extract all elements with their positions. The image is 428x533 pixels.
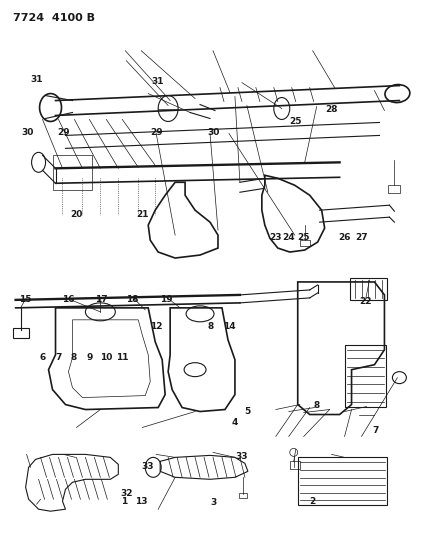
Text: 22: 22 bbox=[359, 296, 372, 305]
Text: 14: 14 bbox=[223, 321, 235, 330]
Bar bbox=[389, 185, 400, 193]
Text: 16: 16 bbox=[62, 295, 74, 304]
Bar bbox=[298, 457, 387, 505]
Text: 3: 3 bbox=[210, 498, 216, 507]
Text: 27: 27 bbox=[355, 233, 368, 242]
Text: 7724  4100 B: 7724 4100 B bbox=[13, 13, 95, 23]
Text: 6: 6 bbox=[39, 353, 46, 362]
Text: 23: 23 bbox=[270, 233, 282, 242]
Text: 32: 32 bbox=[120, 489, 133, 498]
Text: 21: 21 bbox=[136, 210, 149, 219]
Bar bbox=[290, 462, 300, 470]
Bar bbox=[239, 493, 247, 498]
Text: 25: 25 bbox=[297, 233, 310, 242]
Bar bbox=[13, 328, 29, 338]
Text: 8: 8 bbox=[208, 321, 214, 330]
Text: 19: 19 bbox=[160, 295, 172, 304]
Text: 8: 8 bbox=[313, 401, 320, 410]
Text: 20: 20 bbox=[71, 210, 83, 219]
Bar bbox=[300, 240, 310, 246]
Text: 12: 12 bbox=[150, 321, 163, 330]
Text: 17: 17 bbox=[95, 295, 107, 304]
Text: 4: 4 bbox=[231, 418, 238, 426]
Text: 31: 31 bbox=[31, 75, 43, 84]
Text: 29: 29 bbox=[57, 128, 70, 137]
Text: 31: 31 bbox=[152, 77, 164, 86]
Text: 15: 15 bbox=[19, 295, 32, 304]
Text: 33: 33 bbox=[235, 452, 248, 461]
Text: 25: 25 bbox=[290, 117, 302, 126]
Text: 7: 7 bbox=[372, 426, 378, 434]
Text: 30: 30 bbox=[207, 128, 219, 137]
Text: 11: 11 bbox=[116, 353, 128, 362]
Bar bbox=[345, 345, 386, 407]
Text: 8: 8 bbox=[71, 353, 77, 362]
Text: 13: 13 bbox=[135, 497, 148, 506]
Text: 28: 28 bbox=[325, 106, 338, 114]
Text: 9: 9 bbox=[86, 353, 92, 362]
Text: 1: 1 bbox=[121, 497, 128, 506]
Text: 26: 26 bbox=[338, 233, 351, 242]
Text: 7: 7 bbox=[55, 353, 62, 362]
Text: 10: 10 bbox=[100, 353, 113, 362]
Text: 33: 33 bbox=[142, 462, 154, 471]
Text: 29: 29 bbox=[150, 128, 163, 137]
Text: 24: 24 bbox=[282, 233, 295, 242]
Bar bbox=[350, 278, 387, 300]
Bar bbox=[53, 155, 92, 190]
Text: 2: 2 bbox=[309, 497, 315, 506]
Text: 5: 5 bbox=[244, 407, 250, 416]
Text: 30: 30 bbox=[21, 128, 33, 137]
Text: 18: 18 bbox=[126, 295, 138, 304]
